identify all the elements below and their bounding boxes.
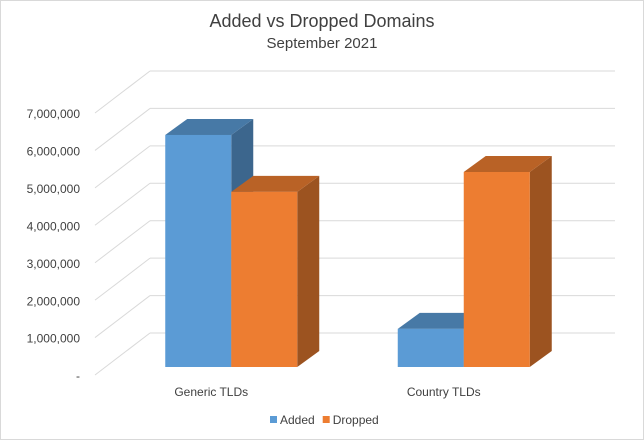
bar bbox=[397, 328, 464, 367]
bar bbox=[231, 191, 298, 367]
bar-side bbox=[529, 155, 552, 367]
y-tick-label: 3,000,000 bbox=[27, 257, 81, 271]
chart-subtitle: September 2021 bbox=[267, 35, 378, 52]
y-tick-label: 5,000,000 bbox=[27, 182, 81, 196]
side-grid-line bbox=[94, 295, 151, 338]
bar-top bbox=[165, 118, 254, 135]
side-grid-line bbox=[94, 108, 151, 151]
bar bbox=[165, 134, 232, 367]
y-tick-label: 7,000,000 bbox=[27, 107, 81, 121]
side-grid-line bbox=[94, 220, 151, 264]
legend-label: Dropped bbox=[333, 413, 379, 427]
side-grid-line bbox=[94, 257, 151, 301]
y-tick-label: - bbox=[76, 369, 80, 383]
side-grid-line bbox=[94, 332, 151, 376]
x-tick-label: Generic TLDs bbox=[174, 385, 248, 399]
y-tick-label: 6,000,000 bbox=[27, 145, 81, 159]
y-tick-label: 4,000,000 bbox=[27, 219, 81, 233]
bar-top bbox=[231, 175, 320, 192]
y-tick-label: 2,000,000 bbox=[27, 294, 81, 308]
bar-side bbox=[297, 175, 320, 367]
legend-label: Added bbox=[280, 413, 315, 427]
side-grid-line bbox=[94, 145, 151, 189]
side-grid-line bbox=[94, 182, 151, 226]
y-tick-label: 1,000,000 bbox=[27, 332, 81, 346]
legend-swatch bbox=[322, 416, 330, 423]
x-tick-label: Country TLDs bbox=[407, 385, 481, 399]
chart-title: Added vs Dropped Domains bbox=[209, 11, 434, 31]
bar bbox=[463, 171, 530, 367]
side-grid-line bbox=[94, 70, 151, 114]
legend-swatch bbox=[270, 416, 277, 423]
bar-top bbox=[463, 155, 552, 172]
